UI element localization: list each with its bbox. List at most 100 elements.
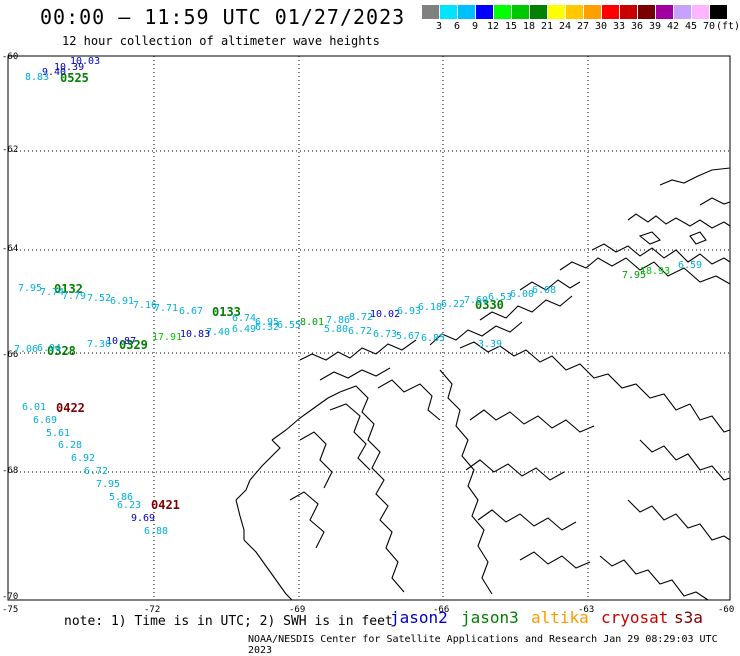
scale-label: 70 (702, 21, 716, 32)
scale-swatch-16 (710, 5, 727, 19)
wave-value: 7.06 (14, 344, 39, 355)
lon-label: -66 (433, 605, 450, 615)
wave-value: 6.67 (179, 306, 204, 317)
credit-line: NOAA/NESDIS Center for Satellite Applica… (248, 634, 718, 656)
wave-value: 6.18 (418, 302, 443, 313)
wave-value: 6.32 (255, 322, 280, 333)
scale-swatch-10 (602, 5, 619, 19)
scale-label: 3 (435, 21, 443, 32)
wave-value: 6.94 (37, 343, 62, 354)
wave-value: 6.08 (532, 285, 557, 296)
lat-label: -66 (2, 350, 19, 360)
scale-swatch-9 (584, 5, 601, 19)
wave-value: 7.30 (87, 339, 112, 350)
wave-value: 5.80 (324, 324, 349, 335)
lat-label: -60 (2, 52, 19, 62)
scale-label: 12 (486, 21, 500, 32)
scale-unit: (ft) (716, 21, 740, 32)
wave-value: 7.16 (133, 300, 158, 311)
scale-label: 42 (666, 21, 680, 32)
scale-swatch-3 (476, 5, 493, 19)
scale-swatch-13 (656, 5, 673, 19)
pass-time-label: 0421 (151, 498, 180, 512)
wave-value: 6.91 (110, 296, 135, 307)
footer-note: note: 1) Time is in UTC; 2) SWH is in fe… (64, 614, 393, 629)
chart-subtitle: 12 hour collection of altimeter wave hei… (62, 34, 380, 48)
scale-swatch-2 (458, 5, 475, 19)
wave-value: 6.00 (510, 289, 535, 300)
lon-label: -63 (578, 605, 595, 615)
wave-value: 6.55 (277, 320, 302, 331)
wave-value: 7.79 (62, 291, 87, 302)
wave-value: 7.74 (40, 287, 65, 298)
wave-value: 6.23 (117, 500, 142, 511)
scale-label: 21 (540, 21, 554, 32)
wave-value: 6.72 (84, 466, 109, 477)
scale-label: 45 (684, 21, 698, 32)
wave-value: 6.85 (421, 333, 446, 344)
wave-value: 8.72 (349, 312, 374, 323)
lat-label: -70 (2, 592, 19, 602)
pass-time-label: 0422 (56, 401, 85, 415)
lon-label: -69 (289, 605, 306, 615)
wave-value: 6.95 (255, 317, 280, 328)
pass-time-label: 0328 (47, 344, 76, 358)
scale-swatch-8 (566, 5, 583, 19)
legend-cryosat: cryosat (601, 608, 669, 627)
wave-value: 6.93 (397, 306, 422, 317)
wave-value: 8.01 (300, 317, 325, 328)
wave-value: 6.59 (678, 260, 703, 271)
wave-value: 10.39 (54, 62, 85, 73)
scale-label: 24 (558, 21, 572, 32)
wave-value: 6.88 (144, 526, 169, 537)
graticule (8, 56, 730, 600)
scale-label: 9 (471, 21, 479, 32)
wave-value: 7.40 (206, 327, 231, 338)
scale-swatch-0 (422, 5, 439, 19)
wave-value: 5.86 (109, 492, 134, 503)
legend-jason2: jason2 (390, 608, 448, 627)
wave-value: 6.28 (58, 440, 83, 451)
wave-value: 9.40 (42, 67, 67, 78)
lon-label: -60 (718, 605, 735, 615)
pass-time-label: 0133 (212, 305, 241, 319)
scale-swatch-11 (620, 5, 637, 19)
wave-value: 9.69 (131, 513, 156, 524)
scale-swatch-14 (674, 5, 691, 19)
scale-label: 27 (576, 21, 590, 32)
scale-swatch-12 (638, 5, 655, 19)
wave-value: 8.83 (25, 72, 50, 83)
wave-value: 7.86 (326, 315, 351, 326)
scale-label: 36 (630, 21, 644, 32)
legend-s3a: s3a (674, 608, 703, 627)
legend-jason3: jason3 (461, 608, 519, 627)
pass-time-label: 0132 (54, 282, 83, 296)
wave-value: 6.92 (71, 453, 96, 464)
wave-value: 10.87 (106, 336, 137, 347)
wave-value: 7.52 (87, 293, 112, 304)
scale-swatch-6 (530, 5, 547, 19)
lon-label: -72 (144, 605, 161, 615)
scale-label: 6 (453, 21, 461, 32)
wave-value: 10.02 (370, 309, 401, 320)
wave-value: 18.93 (640, 266, 671, 277)
wave-value: 6.53 (488, 292, 513, 303)
wave-value: 3.39 (478, 339, 503, 350)
wave-value: 7.71 (154, 303, 179, 314)
map-frame (7, 55, 731, 601)
wave-value: 6.74 (232, 313, 257, 324)
scale-swatch-15 (692, 5, 709, 19)
wave-value: 7.95 (96, 479, 121, 490)
wave-value: 7.95 (622, 270, 647, 281)
lat-label: -64 (2, 244, 19, 254)
legend-altika: altika (531, 608, 589, 627)
coastline (235, 167, 731, 601)
wave-value: 6.72 (348, 326, 373, 337)
lon-label: -75 (2, 605, 19, 615)
lat-label: -62 (2, 145, 19, 155)
wave-value: 7.95 (18, 283, 43, 294)
lat-label: -68 (2, 466, 19, 476)
wave-value: 10.03 (70, 56, 101, 67)
pass-time-label: 0525 (60, 71, 89, 85)
